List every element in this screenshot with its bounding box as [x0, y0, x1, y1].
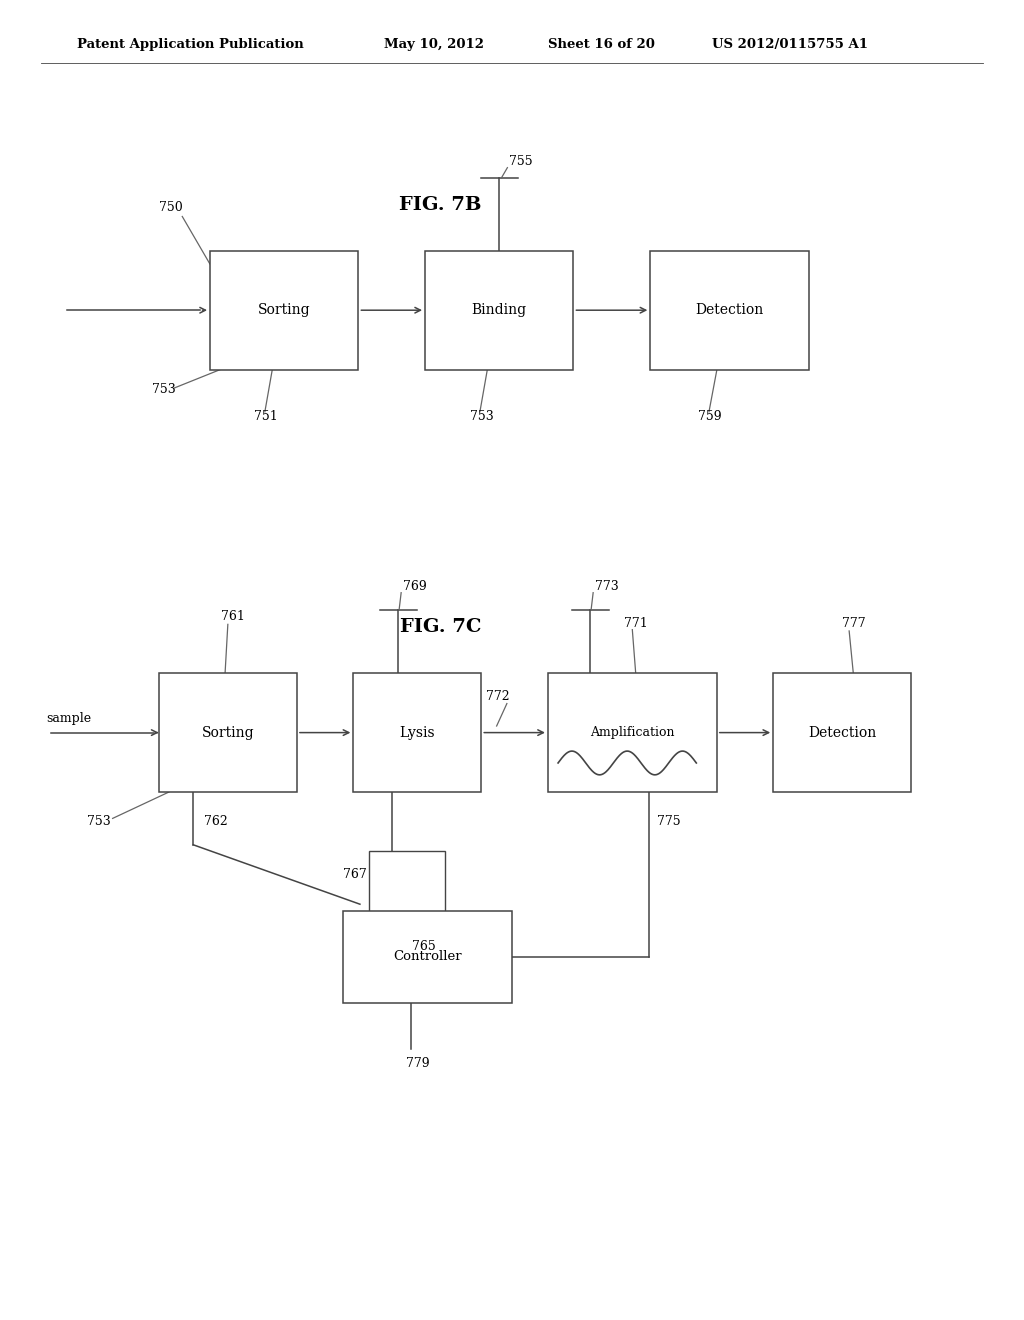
Text: 772: 772 — [486, 689, 510, 702]
Text: Sorting: Sorting — [202, 726, 254, 739]
Text: 767: 767 — [342, 867, 367, 880]
Text: 751: 751 — [254, 409, 279, 422]
Bar — [343, 911, 512, 1003]
Text: Lysis: Lysis — [399, 726, 435, 739]
Text: 753: 753 — [87, 814, 111, 828]
Text: Sorting: Sorting — [258, 304, 310, 317]
Bar — [773, 673, 911, 792]
Bar — [210, 251, 358, 370]
Text: Patent Application Publication: Patent Application Publication — [77, 38, 303, 51]
Bar — [425, 251, 573, 370]
Text: Amplification: Amplification — [590, 726, 675, 739]
Text: Controller: Controller — [393, 950, 462, 964]
Text: US 2012/0115755 A1: US 2012/0115755 A1 — [712, 38, 867, 51]
Text: Detection: Detection — [695, 304, 764, 317]
Bar — [369, 851, 445, 924]
Text: Binding: Binding — [472, 304, 526, 317]
Text: 753: 753 — [152, 383, 175, 396]
Text: 762: 762 — [204, 814, 227, 828]
Text: 777: 777 — [842, 616, 866, 630]
Text: 761: 761 — [221, 610, 245, 623]
Bar — [353, 673, 481, 792]
Text: 753: 753 — [469, 409, 494, 422]
Bar — [650, 251, 809, 370]
Text: FIG. 7B: FIG. 7B — [399, 195, 481, 214]
Text: 771: 771 — [624, 616, 647, 630]
Text: May 10, 2012: May 10, 2012 — [384, 38, 484, 51]
Bar — [548, 673, 717, 792]
Text: FIG. 7C: FIG. 7C — [399, 618, 481, 636]
Text: 769: 769 — [403, 579, 427, 593]
Bar — [159, 673, 297, 792]
Text: 765: 765 — [412, 940, 436, 953]
Text: 779: 779 — [406, 1056, 429, 1069]
Text: sample: sample — [46, 711, 91, 725]
Text: 755: 755 — [510, 154, 534, 168]
Text: 775: 775 — [657, 814, 681, 828]
Text: Sheet 16 of 20: Sheet 16 of 20 — [548, 38, 654, 51]
Text: 759: 759 — [698, 409, 722, 422]
Text: 773: 773 — [595, 579, 618, 593]
Text: Detection: Detection — [808, 726, 877, 739]
Text: 750: 750 — [159, 201, 182, 214]
